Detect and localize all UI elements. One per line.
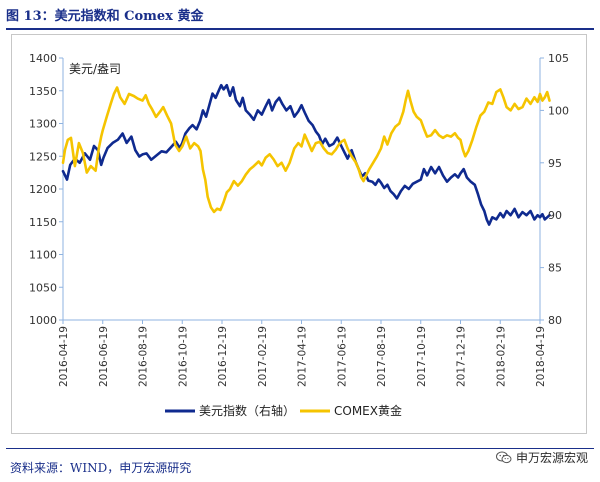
right-axis-tick-label: 105 <box>548 52 569 65</box>
x-axis-tick-label: 2018-02-19 <box>495 326 507 387</box>
x-axis-tick-label: 2018-04-19 <box>535 326 547 387</box>
x-axis-tick-label: 2017-10-19 <box>416 326 428 387</box>
right-axis-tick-label: 80 <box>548 314 562 327</box>
watermark: 申万宏源宏观 <box>495 449 588 466</box>
unit-label: 美元/盎司 <box>69 62 121 76</box>
watermark-text: 申万宏源宏观 <box>515 451 588 465</box>
figure-title: 图 13：美元指数和 Comex 黄金 <box>6 9 204 24</box>
x-axis-tick-label: 2017-08-19 <box>376 326 388 387</box>
title-rule <box>6 28 594 30</box>
right-axis-tick-label: 95 <box>548 157 562 170</box>
right-axis-tick-label: 100 <box>548 104 569 117</box>
left-axis-tick-label: 1350 <box>29 85 57 98</box>
x-axis-tick-label: 2016-08-19 <box>138 326 150 387</box>
right-axis-tick-label: 85 <box>548 262 562 275</box>
left-axis-tick-label: 1050 <box>29 281 57 294</box>
left-axis-tick-label: 1250 <box>29 150 57 163</box>
left-axis-tick-label: 1000 <box>29 314 57 327</box>
left-axis-tick-label: 1200 <box>29 183 57 196</box>
x-axis-tick-label: 2017-04-19 <box>297 326 309 387</box>
x-axis-tick-label: 2016-12-19 <box>217 326 229 387</box>
x-axis-tick-label: 2017-12-19 <box>456 326 468 387</box>
legend-label: COMEX黄金 <box>334 403 402 418</box>
left-axis-tick-label: 1150 <box>29 216 57 229</box>
wechat-icon <box>495 451 512 464</box>
source-note: 资料来源：WIND，申万宏源研究 <box>10 461 192 475</box>
series-line-comex-gold <box>61 86 551 214</box>
footer-rule <box>6 448 594 449</box>
x-axis-tick-label: 2016-06-19 <box>98 326 110 387</box>
left-axis-tick-label: 1100 <box>29 249 57 262</box>
left-axis-tick-label: 1300 <box>29 118 57 131</box>
x-axis-tick-label: 2017-02-19 <box>257 326 269 387</box>
x-axis-tick-label: 2017-06-19 <box>336 326 348 387</box>
legend-label: 美元指数（右轴） <box>199 403 295 418</box>
right-axis-tick-label: 90 <box>548 209 562 222</box>
left-axis-tick-label: 1400 <box>29 52 57 65</box>
x-axis-tick-label: 2016-10-19 <box>177 326 189 387</box>
x-axis-tick-label: 2016-04-19 <box>58 326 70 387</box>
series-line-usd-index <box>61 83 551 226</box>
chart-frame <box>11 34 587 434</box>
